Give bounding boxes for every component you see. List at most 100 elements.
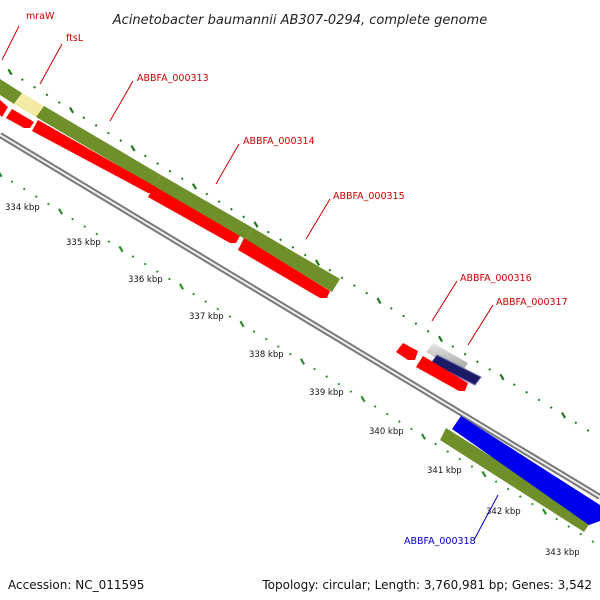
inner-scale-tick xyxy=(360,395,366,403)
outer-scale-tick xyxy=(279,238,282,242)
scale-label: 335 kbp xyxy=(66,238,101,248)
inner-scale-tick xyxy=(337,382,341,386)
inner-scale-tick xyxy=(57,208,64,215)
inner-scale-tick xyxy=(385,412,389,416)
scale-ticks xyxy=(0,68,595,543)
outer-scale-tick xyxy=(549,406,553,409)
inner-scale-tick xyxy=(131,255,135,258)
cds-red-6[interactable] xyxy=(396,343,418,360)
outer-scale-tick xyxy=(230,207,233,211)
inner-scale-tick xyxy=(410,427,413,431)
inner-scale-tick xyxy=(470,465,474,468)
outer-scale-tick xyxy=(94,123,98,127)
gene-label-abbfa-000316[interactable]: ABBFA_000316 xyxy=(460,273,532,284)
gene-label-abbfa-000318[interactable]: ABBFA_000318 xyxy=(404,536,476,547)
gene-label-abbfa-000315[interactable]: ABBFA_000315 xyxy=(333,191,405,202)
outer-scale-tick xyxy=(499,373,505,381)
outer-scale-tick xyxy=(574,421,578,425)
gene-label-ftsl[interactable]: ftsL xyxy=(66,33,84,44)
leader-lines xyxy=(1,25,499,541)
inner-scale-tick xyxy=(0,171,3,178)
cds-olive-lower[interactable] xyxy=(440,428,592,532)
inner-scale-tick xyxy=(397,420,401,423)
scale-label: 341 kbp xyxy=(427,466,462,476)
inner-scale-tick xyxy=(555,517,558,521)
cds-red-2[interactable] xyxy=(6,109,34,128)
cds-abbfa-000314[interactable] xyxy=(153,175,253,239)
gene-label-mraw[interactable]: mraW xyxy=(26,11,55,22)
inner-scale-tick xyxy=(373,405,377,408)
cds-abbfa-000317[interactable] xyxy=(430,354,482,386)
scale-labels: 334 kbp 335 kbp 336 kbp 337 kbp 338 kbp … xyxy=(5,203,580,558)
genome-summary-text: Topology: circular; Length: 3,760,981 bp… xyxy=(262,578,592,592)
outer-scale-tick xyxy=(143,154,147,158)
outer-scale-tick xyxy=(488,368,492,371)
inner-scale-tick xyxy=(325,375,329,378)
gene-label-abbfa-000317[interactable]: ABBFA_000317 xyxy=(496,297,568,308)
gene-label-abbfa-000313[interactable]: ABBFA_000313 xyxy=(137,73,209,84)
outer-scale-tick xyxy=(353,284,356,287)
outer-scale-tick xyxy=(242,215,246,219)
outer-scale-tick xyxy=(33,85,36,89)
inner-scale-tick xyxy=(276,345,280,348)
outer-scale-tick xyxy=(525,390,528,394)
inner-scale-tick xyxy=(313,367,316,371)
inner-scale-tick xyxy=(567,525,571,528)
outer-scale-tick xyxy=(426,329,430,333)
inner-scale-tick xyxy=(239,320,245,328)
inner-scale-tick xyxy=(579,532,583,536)
inner-scale-tick xyxy=(420,433,427,440)
outer-scale-tick xyxy=(291,245,295,249)
inner-scale-tick xyxy=(252,330,256,333)
cds-abbfa-000318[interactable] xyxy=(452,416,600,525)
outer-scale-tick xyxy=(191,183,198,190)
scale-label: 343 kbp xyxy=(545,548,580,558)
outer-scale-tick xyxy=(451,345,455,348)
inner-scale-tick xyxy=(264,337,268,341)
outer-scale-tick xyxy=(68,106,75,114)
outer-scale-tick xyxy=(476,360,479,364)
outer-scale-tick xyxy=(45,93,49,97)
inner-scale-tick xyxy=(518,495,522,498)
inner-scale-tick xyxy=(541,508,548,515)
outer-scale-tick xyxy=(537,398,541,402)
inner-scale-tick xyxy=(434,442,437,446)
inner-scale-tick xyxy=(71,217,74,221)
outer-scale-tick xyxy=(82,116,86,120)
outer-scale-tick xyxy=(119,139,123,143)
gene-label-abbfa-000314[interactable]: ABBFA_000314 xyxy=(243,136,315,147)
inner-scale-tick xyxy=(531,502,534,506)
inner-scale-tick xyxy=(299,358,306,365)
inner-scale-tick xyxy=(289,352,292,356)
inner-scale-tick xyxy=(192,292,195,296)
cds-abbfa-000313[interactable] xyxy=(36,106,161,186)
inner-scale-tick xyxy=(10,180,14,183)
outer-scale-tick xyxy=(20,78,24,82)
outer-scale-tick xyxy=(402,314,405,318)
inner-scale-tick xyxy=(155,270,159,273)
outer-scale-tick xyxy=(266,230,270,234)
outer-scale-tick xyxy=(365,291,369,295)
inner-scale-tick xyxy=(22,187,26,191)
scale-label: 337 kbp xyxy=(189,312,224,322)
outer-scale-tick xyxy=(57,101,61,104)
cds-red-4[interactable] xyxy=(148,186,240,243)
cds-red-7[interactable] xyxy=(416,356,468,391)
cds-red-1[interactable] xyxy=(0,100,8,117)
accession-text: Accession: NC_011595 xyxy=(8,578,145,592)
scale-label: 336 kbp xyxy=(128,275,163,285)
outer-scale-tick xyxy=(156,162,159,165)
outer-scale-tick xyxy=(107,131,110,135)
outer-scale-tick xyxy=(314,259,321,266)
cds-mraw[interactable] xyxy=(0,79,22,104)
cds-red-5[interactable] xyxy=(238,238,330,298)
outer-scale-tick xyxy=(560,411,567,419)
cds-abbfa-000315[interactable] xyxy=(245,228,340,292)
outer-scale-tick xyxy=(389,307,393,310)
cds-red-3[interactable] xyxy=(32,120,156,193)
outer-scale-tick xyxy=(180,177,184,181)
inner-scale-tick xyxy=(591,540,595,543)
cds-ftsl[interactable] xyxy=(14,93,44,117)
outer-scale-tick xyxy=(414,322,418,326)
